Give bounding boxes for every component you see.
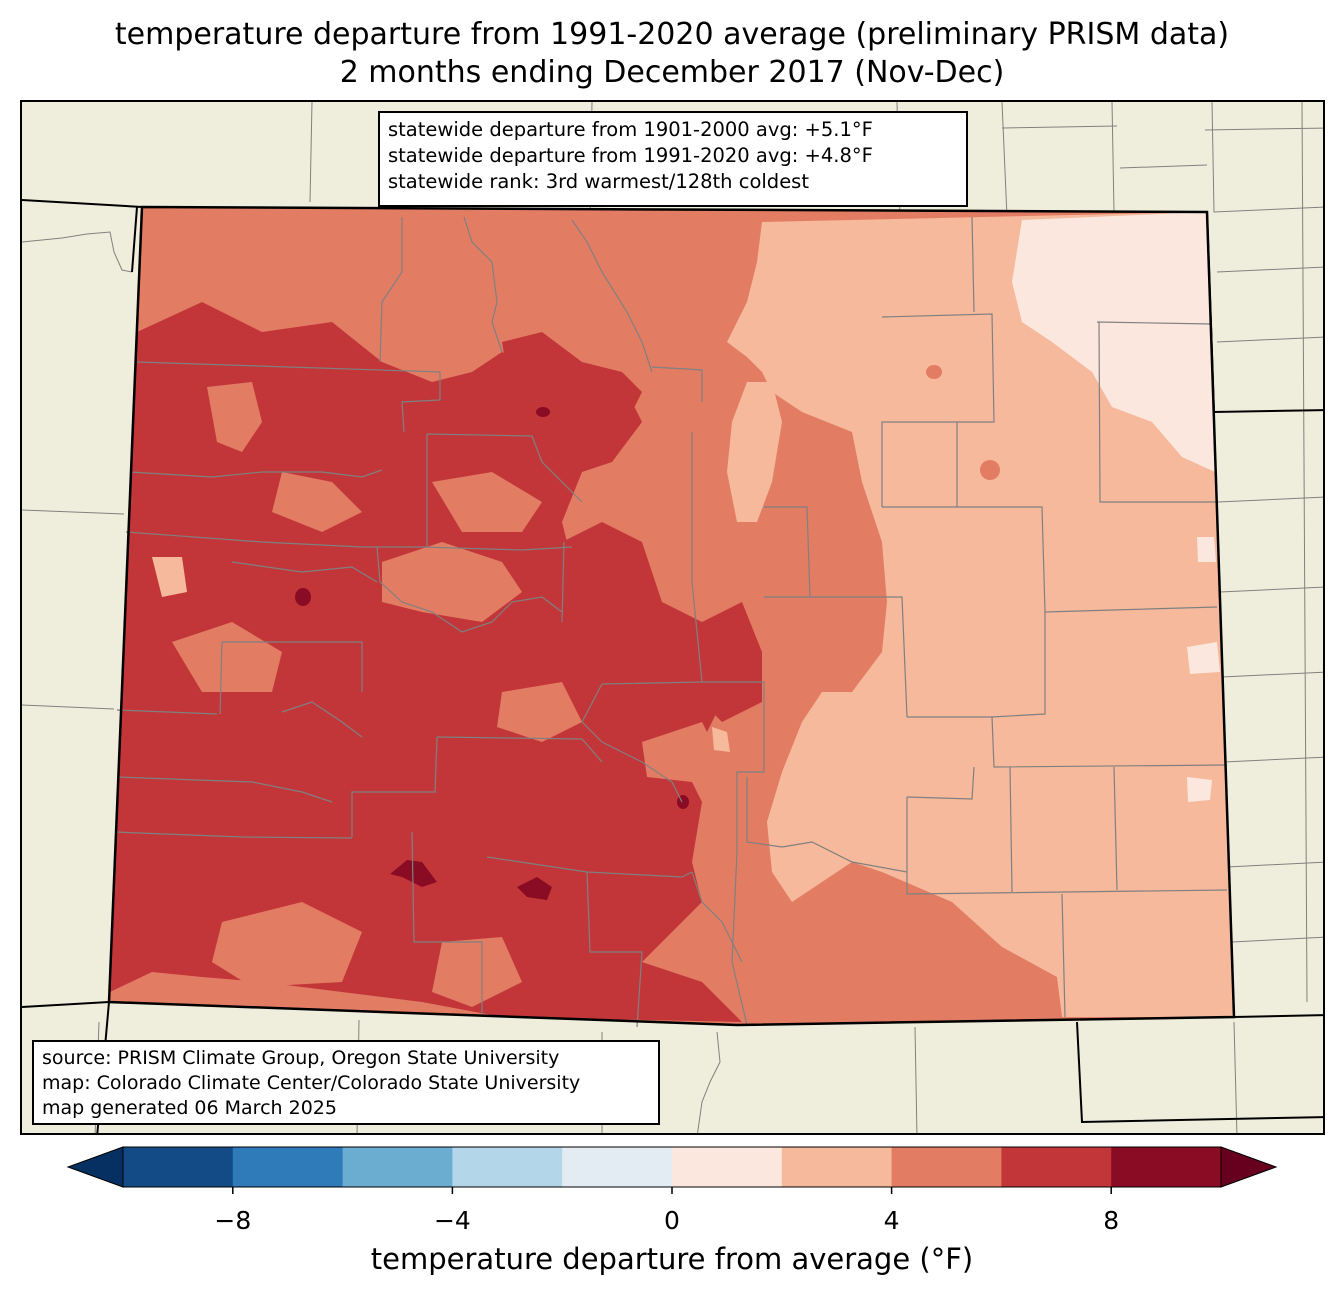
source-box: source: PRISM Climate Group, Oregon Stat… <box>32 1040 660 1125</box>
colorbar-bin <box>891 1147 1002 1187</box>
patch-2-4 <box>152 557 187 597</box>
patch-8-10 <box>677 795 689 809</box>
patch-8-10 <box>536 407 550 417</box>
patch-4-6 <box>382 542 522 622</box>
map-title: temperature departure from 1991-2020 ave… <box>114 17 1230 52</box>
patch-8-10 <box>390 860 437 887</box>
stat-departure-1901: statewide departure from 1901-2000 avg: … <box>388 118 873 141</box>
colorbar <box>66 1146 1278 1194</box>
patch-4-6 <box>497 682 582 742</box>
statewide-stats-box: statewide departure from 1901-2000 avg: … <box>378 111 968 207</box>
colorbar-bin <box>342 1147 453 1187</box>
colorbar-tick-label: 8 <box>1103 1206 1120 1235</box>
stat-departure-1991: statewide departure from 1991-2020 avg: … <box>388 144 873 167</box>
colorbar-over-arrow <box>1220 1146 1278 1188</box>
colorbar-label: temperature departure from average (°F) <box>370 1242 974 1276</box>
map-credit-line: map: Colorado Climate Center/Colorado St… <box>42 1072 581 1094</box>
source-line: source: PRISM Climate Group, Oregon Stat… <box>42 1047 560 1069</box>
colorado-map <box>22 102 1323 1133</box>
colorbar-tick-label: 4 <box>883 1206 900 1235</box>
colorbar-bin <box>452 1147 563 1187</box>
colorbar-under-arrow <box>66 1146 124 1188</box>
patch-8-10 <box>517 877 552 900</box>
patch-2-4 <box>712 727 730 752</box>
generated-date-line: map generated 06 March 2025 <box>42 1097 337 1119</box>
colorado-border <box>107 205 1236 1027</box>
map-frame <box>20 100 1325 1135</box>
patch-4-6 <box>212 902 362 987</box>
patch-4-6 <box>172 622 282 692</box>
colorbar-tick-label: 0 <box>664 1206 680 1235</box>
patch-0-2 <box>1187 777 1212 802</box>
colorbar-bin <box>672 1147 783 1187</box>
colorbar-bin <box>232 1147 344 1187</box>
northeast-0-2-region <box>1012 212 1215 472</box>
colorbar-tick-label: −8 <box>214 1206 252 1235</box>
patch-4-6 <box>432 472 542 532</box>
patch-4-6 <box>272 472 362 532</box>
patch-4-6 <box>432 937 522 1007</box>
patch-4-6 <box>207 382 262 452</box>
colorbar-tick-label: −4 <box>433 1206 471 1235</box>
colorbar-bin <box>562 1147 673 1187</box>
colorado-county-lines <box>114 216 1228 1028</box>
patch-0-2 <box>1187 642 1220 674</box>
stat-rank: statewide rank: 3rd warmest/128th coldes… <box>388 170 809 193</box>
western-6-8-region <box>110 302 742 1022</box>
central-6-8-region <box>562 522 762 722</box>
patch-4-6 <box>642 722 722 782</box>
patch-0-2 <box>1197 537 1216 562</box>
map-subtitle: 2 months ending December 2017 (Nov-Dec) <box>339 55 1005 90</box>
colorbar-bin <box>1111 1147 1222 1187</box>
patch-8-10 <box>295 588 311 606</box>
plains-2-4-region <box>727 212 1234 1017</box>
foothills-2-4-strip <box>727 382 782 522</box>
colorbar-bin <box>123 1147 234 1187</box>
patch-4-6 <box>980 460 1000 480</box>
patch-4-6 <box>926 365 942 379</box>
colorbar-bin <box>781 1147 893 1187</box>
colorbar-bin <box>1001 1147 1112 1187</box>
